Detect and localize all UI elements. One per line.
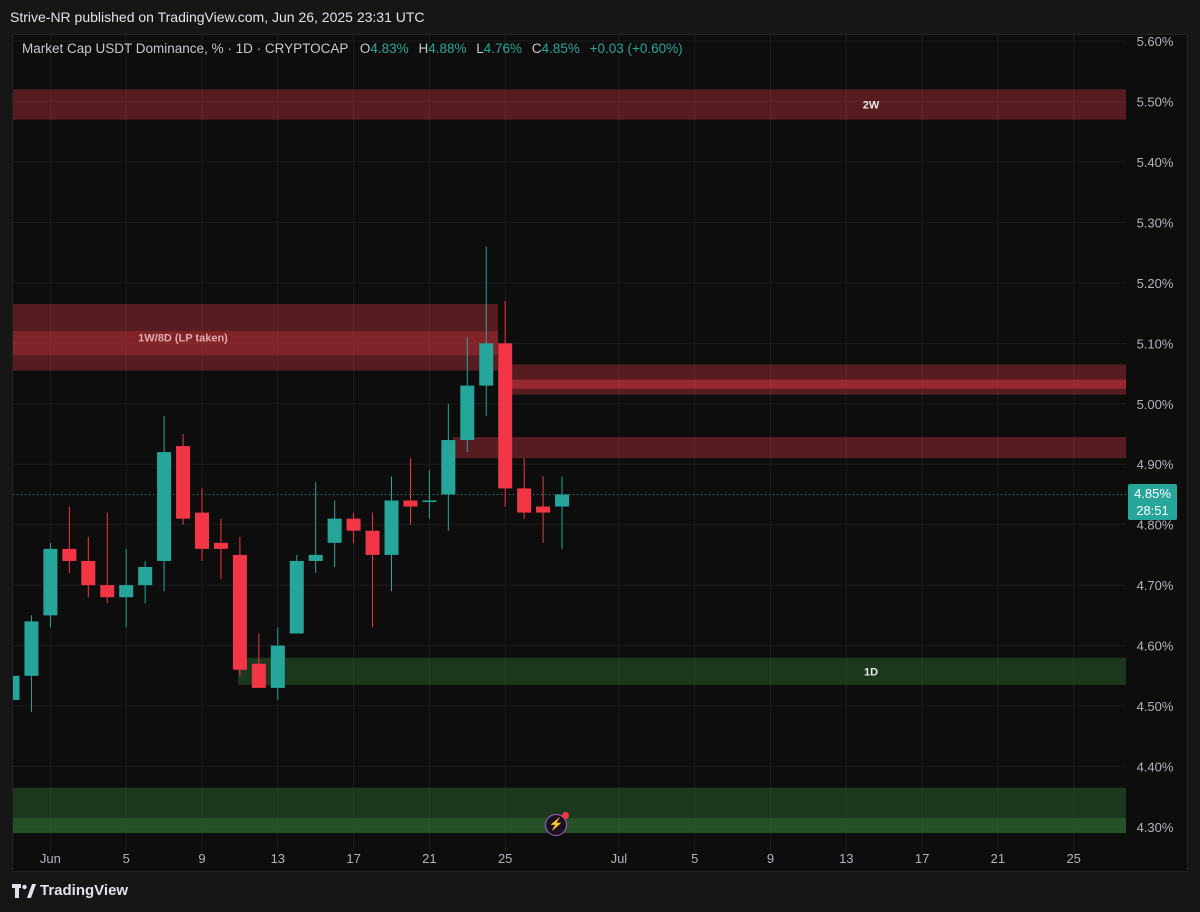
- low-value: 4.76%: [483, 41, 523, 56]
- candle-down: [365, 530, 380, 555]
- candle-down: [176, 446, 191, 519]
- x-tick-label: 25: [1066, 851, 1080, 866]
- candle-up: [270, 645, 285, 688]
- symbol-title: Market Cap USDT Dominance, % · 1D · CRYP…: [22, 41, 349, 56]
- y-tick-label: 4.60%: [1137, 639, 1174, 654]
- change-value: +0.03 (+0.60%): [589, 41, 683, 56]
- last-price-value: 4.85%: [1134, 486, 1171, 501]
- zone-label: 2W: [863, 100, 880, 112]
- y-tick-label: 5.30%: [1137, 215, 1174, 230]
- candle-down: [403, 500, 418, 507]
- candle-down: [517, 488, 532, 513]
- candle-up: [422, 500, 437, 502]
- close-value: 4.85%: [541, 41, 580, 56]
- chart-area[interactable]: 2W 1W/8D (LP taken) 1D 5.60% 5.50% 5.40% 5.30%…: [12, 34, 1188, 872]
- y-tick-label: 4.30%: [1137, 820, 1174, 835]
- zone-resistance: [453, 437, 1126, 459]
- candle-up: [24, 621, 39, 676]
- tradingview-brand[interactable]: TradingView: [12, 882, 128, 899]
- candle-up: [479, 343, 494, 386]
- candlestick-chart[interactable]: 2W 1W/8D (LP taken) 1D 5.60% 5.50% 5.40% 5.30%…: [13, 35, 1188, 872]
- candle-down: [213, 542, 228, 549]
- x-tick-label: 5: [691, 851, 698, 866]
- publish-info: Strive-NR published on TradingView.com, …: [10, 9, 425, 25]
- zone-inner-band: [510, 379, 1126, 389]
- candle-up: [555, 494, 570, 507]
- candle-down: [232, 554, 247, 670]
- zone-resistance: [13, 304, 498, 371]
- x-tick-label: 25: [498, 851, 512, 866]
- candle-up: [460, 385, 475, 441]
- y-tick-label: 5.40%: [1137, 155, 1174, 170]
- x-tick-label: 13: [271, 851, 285, 866]
- x-tick-label: 9: [767, 851, 774, 866]
- y-tick-label: 4.50%: [1137, 699, 1174, 714]
- candle-down: [251, 663, 266, 688]
- bar-countdown: 28:51: [1136, 503, 1169, 518]
- candle-up: [327, 518, 342, 543]
- notification-dot: [562, 812, 569, 819]
- candle-down: [498, 343, 513, 489]
- candle-down: [195, 512, 209, 549]
- high-value: 4.88%: [428, 41, 467, 56]
- candle-up: [384, 500, 399, 555]
- low-label: L: [476, 41, 484, 56]
- candle-up: [289, 560, 304, 634]
- y-tick-label: 4.40%: [1137, 760, 1174, 775]
- zone-resistance: [510, 364, 1126, 395]
- x-tick-label: Jun: [40, 851, 61, 866]
- open-label: O: [359, 41, 371, 56]
- publish-header: Strive-NR published on TradingView.com, …: [0, 0, 1200, 34]
- x-tick-label: 17: [346, 851, 360, 866]
- last-price-tag: 4.85% 28:51: [1128, 484, 1177, 520]
- y-tick-label: 5.50%: [1137, 95, 1174, 110]
- y-tick-label: 5.60%: [1137, 35, 1174, 49]
- candle-down: [81, 560, 96, 586]
- x-tick-label: 5: [123, 851, 130, 866]
- y-tick-label: 4.70%: [1137, 578, 1174, 593]
- candle-up: [13, 675, 20, 700]
- zone-label: 1D: [864, 666, 878, 678]
- candle-down: [346, 518, 361, 531]
- zone-label: 1W/8D (LP taken): [138, 332, 228, 344]
- x-tick-label: 17: [915, 851, 929, 866]
- y-tick-label: 4.80%: [1137, 518, 1174, 533]
- close-label: C: [531, 41, 542, 56]
- candle-up: [43, 548, 58, 616]
- y-tick-label: 5.20%: [1137, 276, 1174, 291]
- candle-up: [308, 554, 323, 561]
- candle-up: [138, 567, 153, 586]
- footer: TradingView: [0, 872, 1200, 912]
- y-tick-label: 5.00%: [1137, 397, 1174, 412]
- lightning-bolt-icon[interactable]: ⚡: [545, 812, 569, 836]
- candle-up: [441, 440, 456, 495]
- zone-inner-band: [13, 331, 498, 356]
- x-tick-label: 21: [422, 851, 436, 866]
- ohlc-legend: Market Cap USDT Dominance, % · 1D · CRYP…: [22, 41, 683, 56]
- x-tick-label: Jul: [611, 851, 628, 866]
- x-tick-label: 13: [839, 851, 853, 866]
- candle-up: [157, 452, 172, 561]
- x-tick-label: 9: [198, 851, 205, 866]
- open-value: 4.83%: [370, 41, 409, 56]
- candle-down: [62, 548, 77, 561]
- candle-down: [100, 585, 115, 598]
- x-tick-label: 21: [991, 851, 1005, 866]
- high-label: H: [418, 41, 429, 56]
- zone-support: [238, 657, 1126, 685]
- candle-up: [119, 585, 134, 598]
- y-tick-label: 4.90%: [1137, 457, 1174, 472]
- tradingview-wordmark: TradingView: [40, 882, 129, 899]
- zone-resistance: [13, 89, 1126, 120]
- candle-down: [536, 506, 551, 513]
- tradingview-logo-icon: [12, 883, 36, 898]
- zone-inner-band: [13, 817, 1126, 833]
- y-tick-label: 5.10%: [1137, 336, 1174, 351]
